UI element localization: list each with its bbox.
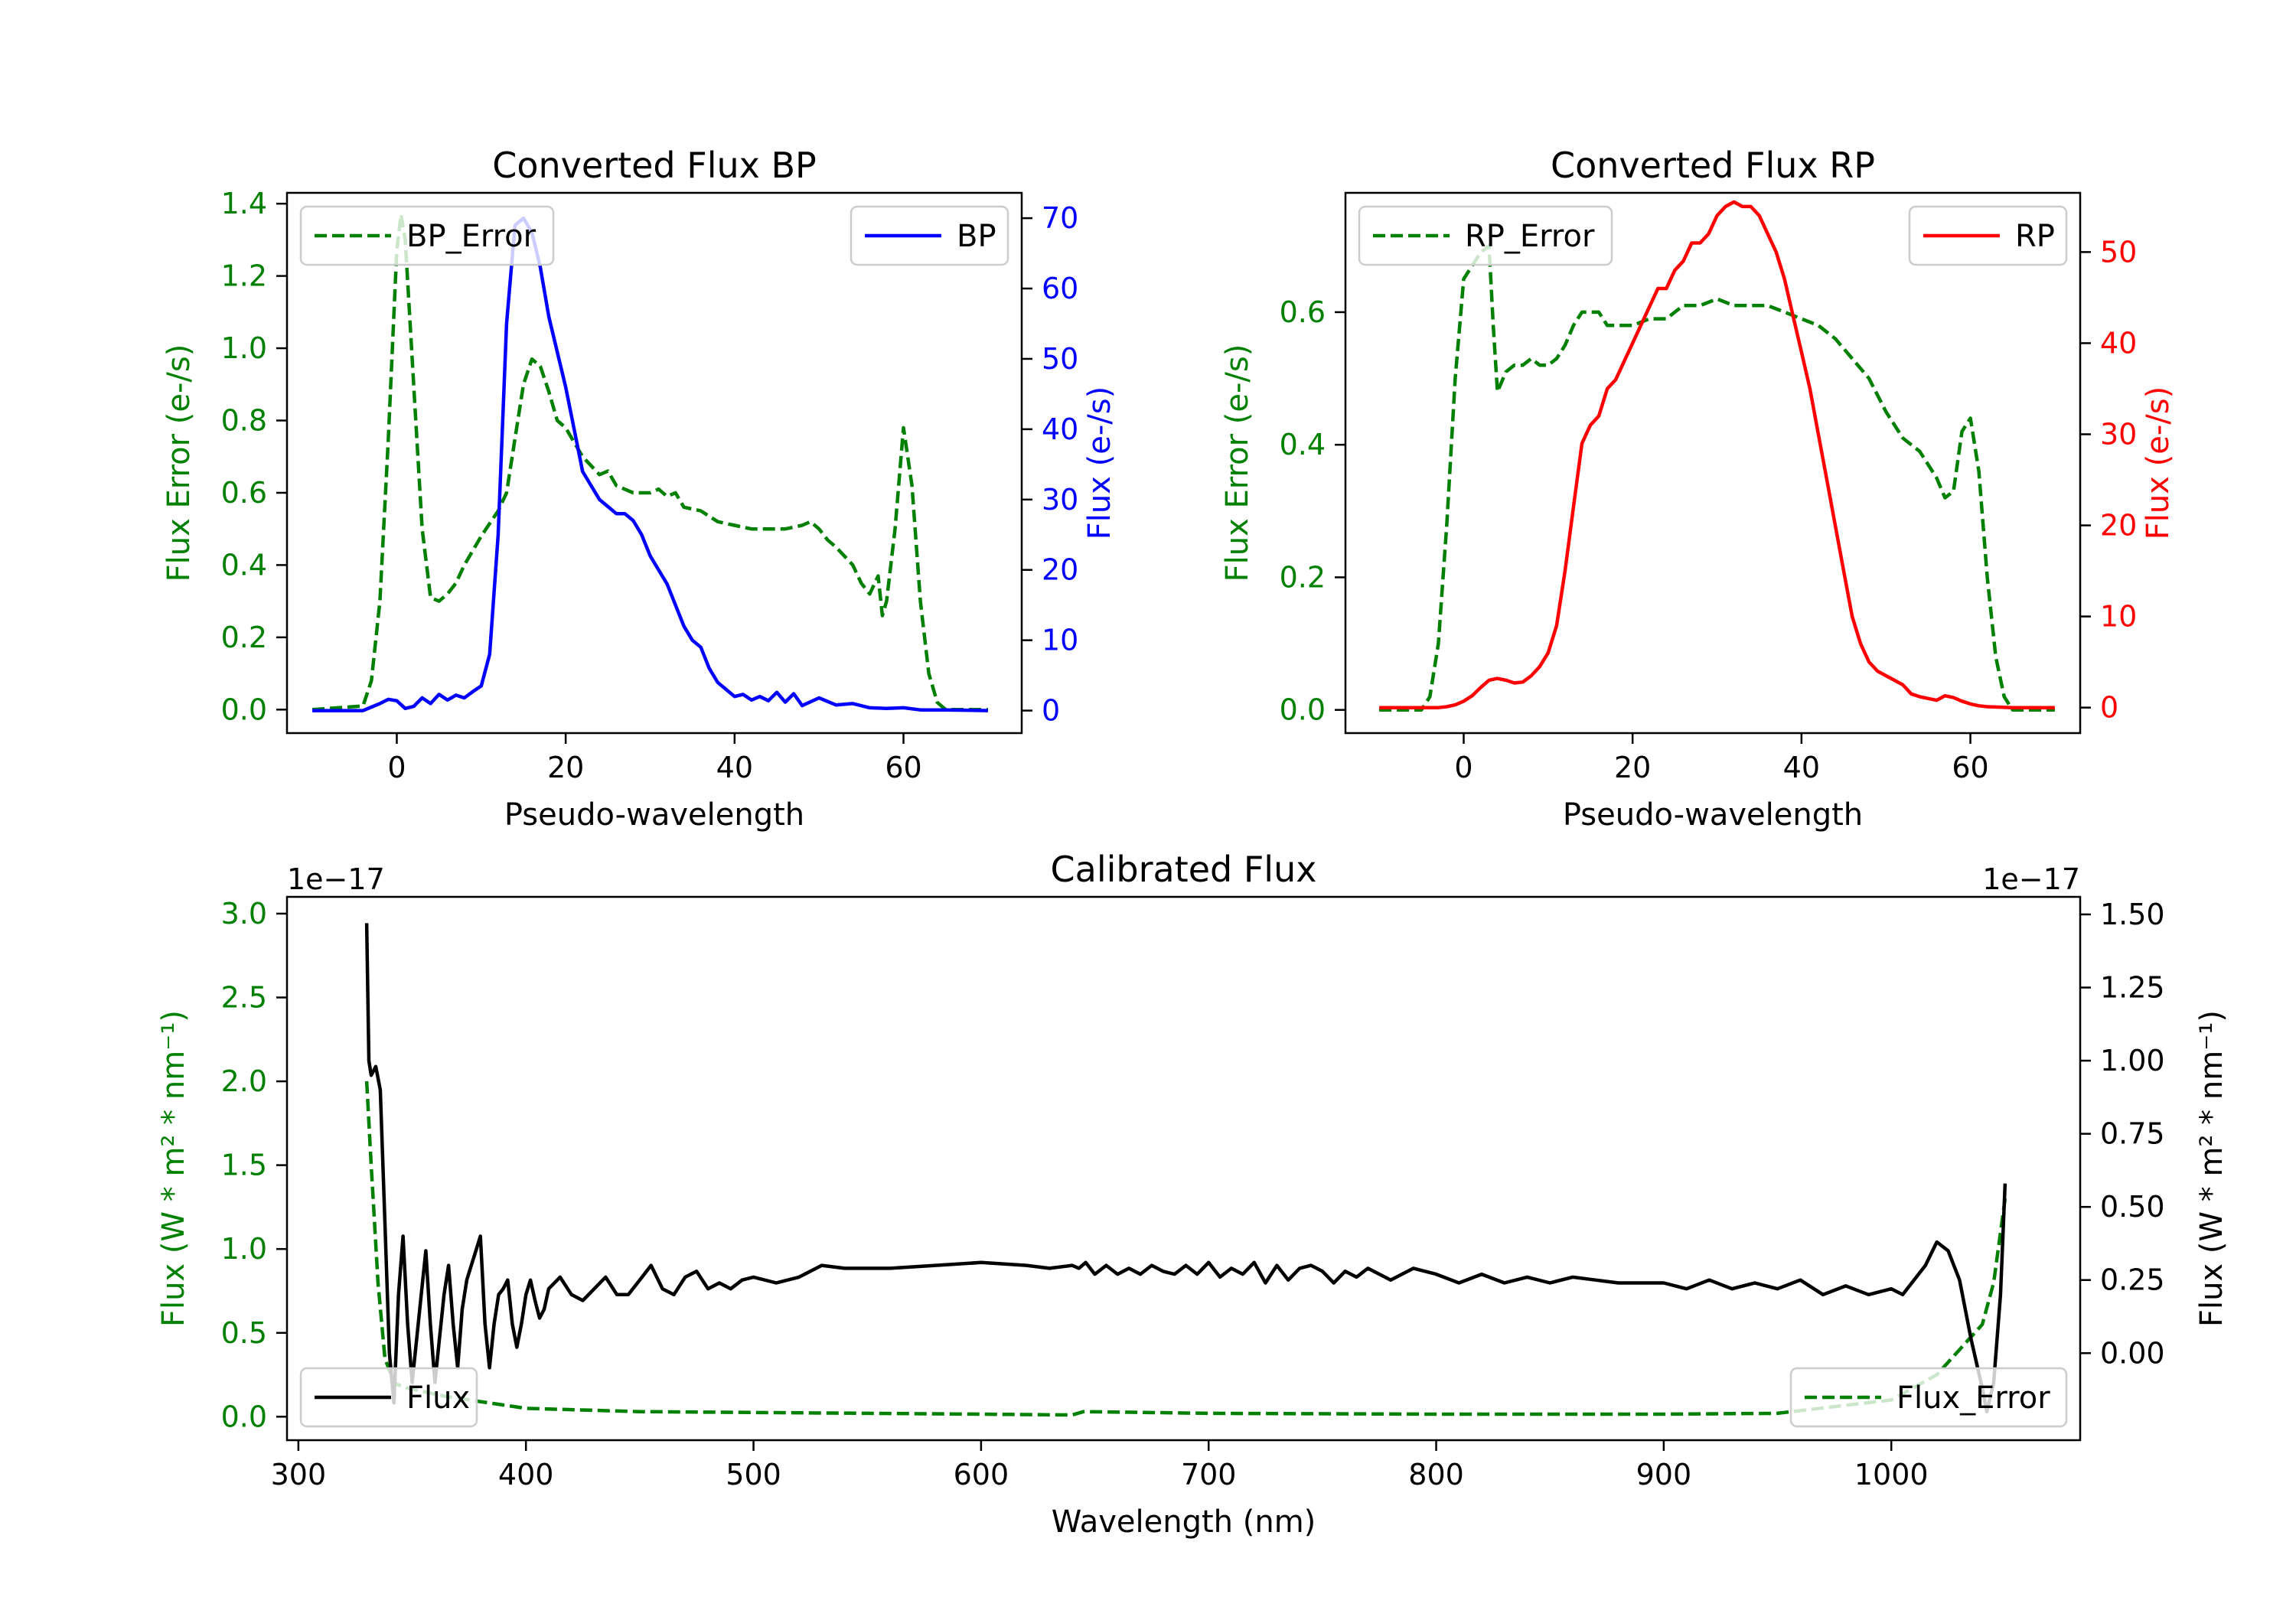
legend-box-left-rp [1358, 205, 1613, 266]
y-right-tick-label-rp: 10 [2100, 600, 2137, 634]
y-left-tick-label-bp: 0.6 [221, 476, 267, 510]
chart-title-cal: Calibrated Flux [1051, 849, 1317, 890]
y-right-tick-label-cal: 0.25 [2100, 1263, 2165, 1297]
x-axis-label-cal: Wavelength (nm) [1052, 1504, 1316, 1540]
legend-label-right-bp: BP [957, 219, 996, 254]
y-left-tick-label-cal: 1.0 [221, 1232, 267, 1266]
y-right-tick-label-cal: 1.50 [2100, 898, 2165, 931]
x-tick-label-cal: 500 [726, 1458, 781, 1491]
y-right-axis-label-rp: Flux (e-/s) [2141, 386, 2176, 539]
legend-label-right-rp: RP [2015, 219, 2055, 254]
y-left-axis-label-cal: Flux (W * m² * nm⁻¹) [156, 1010, 191, 1327]
offset-label-right: 1e−17 [1982, 862, 2080, 896]
series-line-bp [312, 216, 988, 712]
y-left-tick-label-bp: 1.4 [221, 187, 267, 220]
x-tick-label-cal: 700 [1181, 1458, 1237, 1491]
y-right-tick-label-bp: 30 [1042, 483, 1078, 517]
x-tick-label-rp: 60 [1952, 751, 1988, 784]
y-left-tick-label-cal: 1.5 [221, 1149, 267, 1182]
plot-frame-bp [285, 191, 1023, 735]
y-left-tick-label-cal: 3.0 [221, 897, 267, 931]
x-tick-label-bp: 60 [885, 751, 921, 784]
series-line-rp-error [1379, 244, 2055, 712]
y-left-tick-label-rp: 0.2 [1280, 560, 1326, 594]
y-right-tick-label-bp: 20 [1042, 553, 1078, 587]
plot-frame-cal [285, 895, 2082, 1442]
y-right-tick-label-rp: 20 [2100, 509, 2137, 543]
y-left-tick-label-bp: 1.2 [221, 259, 267, 293]
y-left-tick-label-cal: 0.5 [221, 1316, 267, 1350]
y-left-tick-label-bp: 0.4 [221, 548, 267, 582]
plot-frame-rp [1344, 191, 2082, 735]
x-tick-label-rp: 0 [1454, 751, 1473, 784]
x-tick-label-rp: 40 [1783, 751, 1820, 784]
y-right-axis-label-cal: Flux (W * m² * nm⁻¹) [2194, 1010, 2229, 1327]
y-left-axis-label-bp: Flux Error (e-/s) [161, 344, 197, 582]
x-tick-label-cal: 400 [498, 1458, 554, 1491]
y-right-tick-label-cal: 0.50 [2100, 1190, 2165, 1224]
y-right-tick-label-bp: 40 [1042, 412, 1078, 446]
y-right-tick-label-rp: 40 [2100, 326, 2137, 360]
y-right-tick-label-rp: 50 [2100, 235, 2137, 269]
y-right-tick-label-bp: 10 [1042, 624, 1078, 657]
y-right-tick-label-cal: 0.00 [2100, 1336, 2165, 1370]
x-axis-label-rp: Pseudo-wavelength [1563, 797, 1863, 833]
y-right-tick-label-cal: 0.75 [2100, 1117, 2165, 1151]
y-left-tick-label-cal: 2.0 [221, 1064, 267, 1098]
legend-label-left-rp: RP_Error [1465, 219, 1595, 254]
y-right-tick-label-bp: 60 [1042, 272, 1078, 305]
x-tick-label-bp: 20 [547, 751, 584, 784]
y-left-tick-label-rp: 0.6 [1280, 295, 1326, 329]
y-right-tick-label-cal: 1.00 [2100, 1044, 2165, 1077]
y-left-tick-label-rp: 0.4 [1280, 428, 1326, 461]
series-line-flux [364, 923, 2007, 1413]
y-right-tick-label-cal: 1.25 [2100, 970, 2165, 1004]
y-left-axis-label-rp: Flux Error (e-/s) [1220, 344, 1255, 582]
y-right-tick-label-bp: 50 [1042, 342, 1078, 376]
x-tick-label-rp: 20 [1614, 751, 1651, 784]
y-right-tick-label-bp: 0 [1042, 694, 1060, 728]
x-tick-label-cal: 600 [954, 1458, 1009, 1491]
chart-title-rp: Converted Flux RP [1551, 145, 1875, 186]
panel-bp: 0 20 40 60 0.0 0.2 0.4 0.6 0.8 1.0 1.2 1.4 0 10 20 30 40… [161, 145, 1117, 833]
series-line-bp-error [311, 213, 988, 712]
x-tick-label-bp: 0 [387, 751, 406, 784]
legend-box-right-cal [1789, 1367, 2068, 1428]
y-left-tick-label-bp: 0.2 [221, 621, 267, 654]
y-right-tick-label-rp: 30 [2100, 417, 2137, 451]
legend-box-left-bp [299, 205, 555, 266]
legend-label-left-bp: BP_Error [406, 219, 536, 254]
x-tick-label-cal: 900 [1636, 1458, 1692, 1491]
series-line-flux-error [364, 1081, 2007, 1417]
x-tick-label-cal: 1000 [1854, 1458, 1929, 1491]
y-right-tick-label-rp: 0 [2100, 691, 2118, 725]
x-tick-label-cal: 800 [1408, 1458, 1464, 1491]
series-line-rp [1379, 200, 2055, 709]
y-left-tick-label-bp: 0.8 [221, 404, 267, 438]
chart-title-bp: Converted Flux BP [492, 145, 817, 186]
y-left-tick-label-bp: 1.0 [221, 331, 267, 365]
y-left-tick-label-rp: 0.0 [1280, 693, 1326, 727]
y-left-tick-label-cal: 0.0 [221, 1400, 267, 1433]
legend-label-left-cal: Flux [406, 1380, 470, 1416]
y-right-tick-label-bp: 70 [1042, 201, 1078, 235]
panel-rp: 0 20 40 60 0.0 0.2 0.4 0.6 0 10 20 30 40 50 Converted … [1220, 145, 2176, 833]
panel-cal: 300 400 500 600 700 800 900 1000 0.0 0.5 1.0 1.5 2.0… [156, 849, 2229, 1540]
offset-label-left: 1e−17 [287, 862, 385, 896]
y-left-tick-label-bp: 0.0 [221, 693, 267, 726]
y-left-tick-label-cal: 2.5 [221, 980, 267, 1014]
x-tick-label-bp: 40 [716, 751, 753, 784]
x-axis-label-bp: Pseudo-wavelength [504, 797, 804, 833]
y-right-axis-label-bp: Flux (e-/s) [1082, 386, 1117, 539]
legend-label-right-cal: Flux_Error [1896, 1380, 2050, 1416]
x-tick-label-cal: 300 [271, 1458, 327, 1491]
